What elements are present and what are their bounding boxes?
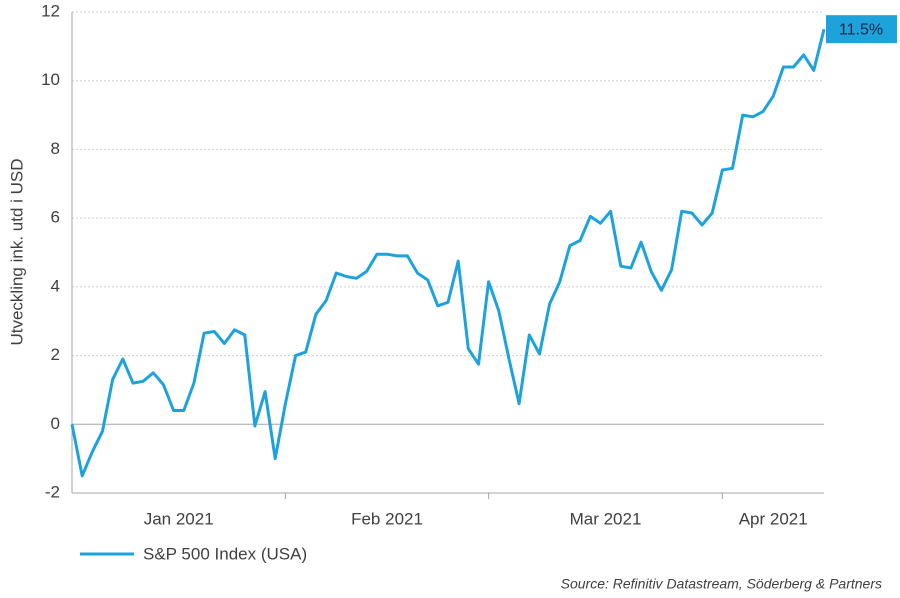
y-tick-label: 12 — [41, 1, 60, 20]
y-axis-label: Utveckling ink. utd i USD — [7, 158, 26, 345]
legend-label: S&P 500 Index (USA) — [143, 544, 307, 563]
y-tick-label: 10 — [41, 70, 60, 89]
x-tick-label: Mar 2021 — [570, 509, 642, 528]
y-tick-label: -2 — [45, 482, 60, 501]
value-label: 11.5% — [839, 21, 883, 38]
x-tick-label: Feb 2021 — [351, 509, 423, 528]
x-tick-label: Jan 2021 — [144, 509, 214, 528]
y-tick-label: 0 — [51, 414, 60, 433]
series-line — [70, 28, 826, 478]
y-tick-label: 4 — [51, 276, 60, 295]
y-tick-label: 8 — [51, 139, 60, 158]
x-tick-label: Apr 2021 — [739, 509, 808, 528]
source-note: Source: Refinitiv Datastream, Söderberg … — [561, 576, 882, 592]
y-tick-label: 2 — [51, 345, 60, 364]
value-label-box — [826, 15, 897, 44]
y-tick-label: 6 — [51, 208, 60, 227]
